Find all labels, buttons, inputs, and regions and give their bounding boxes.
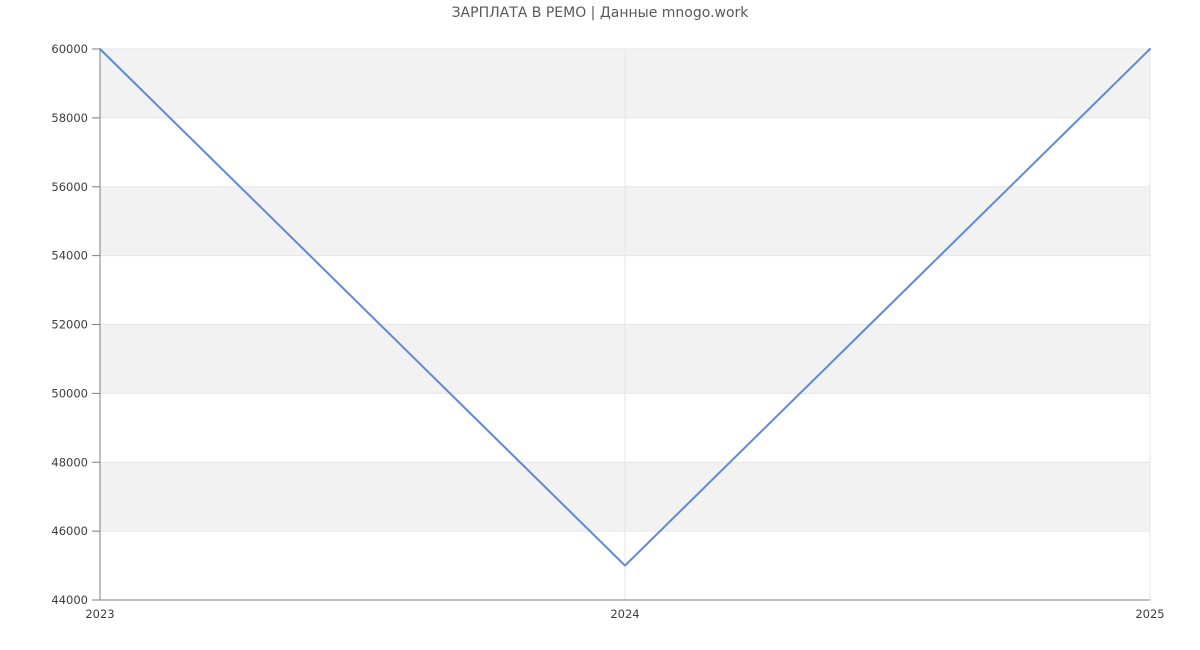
- y-tick-label: 54000: [51, 249, 88, 263]
- y-tick-label: 56000: [51, 180, 88, 194]
- y-tick-label: 50000: [51, 386, 88, 400]
- y-tick-label: 58000: [51, 111, 88, 125]
- chart-title: ЗАРПЛАТА В РЕМО | Данные mnogo.work: [451, 5, 749, 21]
- y-tick-label: 46000: [51, 524, 88, 538]
- x-tick-label: 2024: [610, 607, 639, 621]
- y-tick-label: 48000: [51, 455, 88, 469]
- x-tick-label: 2025: [1135, 607, 1164, 621]
- y-tick-label: 52000: [51, 318, 88, 332]
- y-tick-label: 60000: [51, 42, 88, 56]
- x-tick-label: 2023: [85, 607, 114, 621]
- series-line: [99, 48, 1151, 567]
- y-tick-label: 44000: [51, 593, 88, 607]
